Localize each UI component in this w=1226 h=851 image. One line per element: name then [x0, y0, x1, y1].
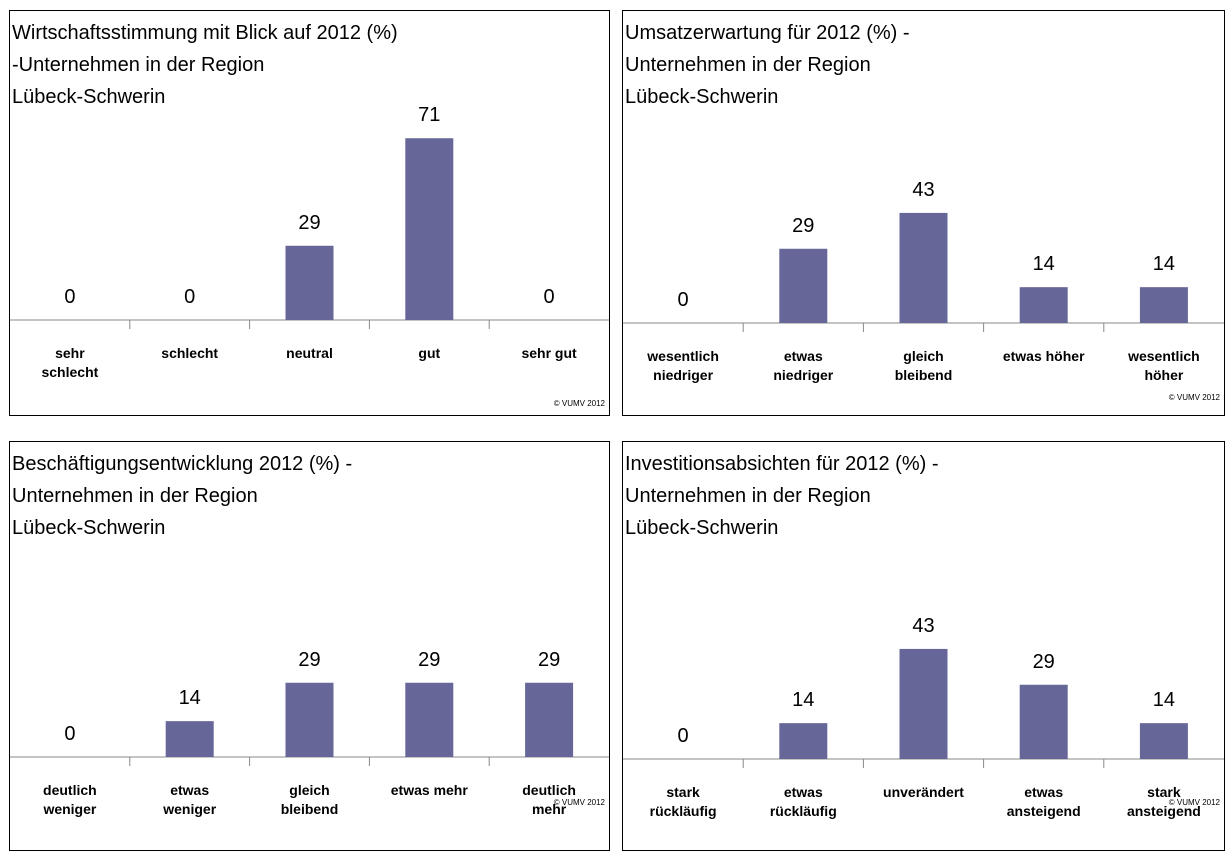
x-tick-label: etwas rückläufig: [769, 784, 837, 819]
bar: [405, 138, 454, 320]
bar: [1019, 287, 1068, 323]
chart-panel: Investitionsabsichten für 2012 (%) - Unt…: [622, 441, 1225, 851]
copyright: © VUMV 2012: [553, 399, 605, 408]
value-label: 0: [677, 725, 689, 747]
value-label: 29: [298, 648, 321, 671]
value-label: 43: [912, 614, 935, 637]
value-label: 0: [543, 286, 555, 308]
bar: [1139, 723, 1188, 759]
chart-title: Investitionsabsichten für 2012 (%) - Unt…: [625, 453, 939, 539]
x-tick-label: schlecht: [161, 345, 219, 361]
x-tick-label: gleich bleibend: [280, 782, 339, 817]
chart-svg: [10, 138, 609, 329]
value-label: 14: [178, 687, 201, 710]
value-label: 29: [1032, 650, 1055, 673]
x-tick-label: wesentlich höher: [1128, 348, 1200, 383]
x-tick-label: etwas niedriger: [773, 348, 834, 383]
x-tick-label: gut: [418, 345, 441, 361]
chart-panel: Wirtschaftsstimmung mit Blick auf 2012 (…: [9, 10, 610, 416]
value-label: 0: [64, 286, 76, 308]
copyright: © VUMV 2012: [1168, 393, 1220, 402]
value-label: 0: [64, 723, 76, 745]
copyright: © VUMV 2012: [1168, 798, 1220, 807]
value-label: 43: [912, 178, 935, 201]
chart-title: Umsatzerwartung für 2012 (%) - Unternehm…: [625, 22, 910, 108]
x-tick-label: sehr schlecht: [41, 345, 99, 380]
value-label: 14: [1152, 253, 1176, 276]
bar: [285, 245, 334, 320]
x-tick-label: neutral: [286, 345, 333, 361]
bar: [779, 248, 828, 323]
x-tick-label: sehr gut: [521, 345, 577, 361]
chart-title: Wirtschaftsstimmung mit Blick auf 2012 (…: [12, 22, 398, 108]
value-label: 29: [298, 211, 321, 234]
x-tick-label: etwas mehr: [390, 782, 468, 798]
bar: [165, 721, 214, 757]
copyright: © VUMV 2012: [553, 798, 605, 807]
chart-svg: [10, 682, 609, 766]
value-label: 71: [418, 104, 441, 127]
x-tick-label: wesentlich niedriger: [647, 348, 719, 383]
x-tick-label: etwas weniger: [163, 782, 217, 817]
bar: [405, 682, 454, 757]
value-label: 29: [418, 648, 441, 671]
chart-panel: Umsatzerwartung für 2012 (%) - Unternehm…: [622, 10, 1225, 416]
value-label: 29: [537, 648, 561, 671]
x-tick-label: gleich bleibend: [894, 348, 953, 383]
bar: [899, 212, 948, 323]
bar: [1019, 684, 1068, 759]
value-label: 14: [1032, 253, 1055, 276]
chart-svg: [623, 648, 1224, 768]
x-tick-label: etwas ansteigend: [1006, 784, 1081, 819]
x-tick-label: etwas höher: [1002, 348, 1085, 364]
x-tick-label: deutlich mehr: [522, 782, 576, 817]
chart-panel: Beschäftigungsentwicklung 2012 (%) - Unt…: [9, 441, 610, 851]
bar: [525, 682, 574, 757]
value-label: 0: [677, 289, 689, 311]
chart-svg: [623, 212, 1224, 332]
bar: [1139, 287, 1188, 323]
chart-title: Beschäftigungsentwicklung 2012 (%) - Unt…: [12, 453, 353, 539]
bar: [285, 682, 334, 757]
x-tick-label: stark ansteigend: [1126, 784, 1201, 819]
x-tick-label: deutlich weniger: [43, 782, 97, 817]
bar: [899, 648, 948, 759]
value-label: 14: [792, 689, 815, 712]
x-tick-label: stark rückläufig: [649, 784, 717, 819]
x-tick-label: unverändert: [883, 784, 964, 800]
value-label: 29: [792, 214, 815, 237]
value-label: 0: [184, 286, 196, 308]
bar: [779, 723, 828, 759]
value-label: 14: [1152, 689, 1176, 712]
